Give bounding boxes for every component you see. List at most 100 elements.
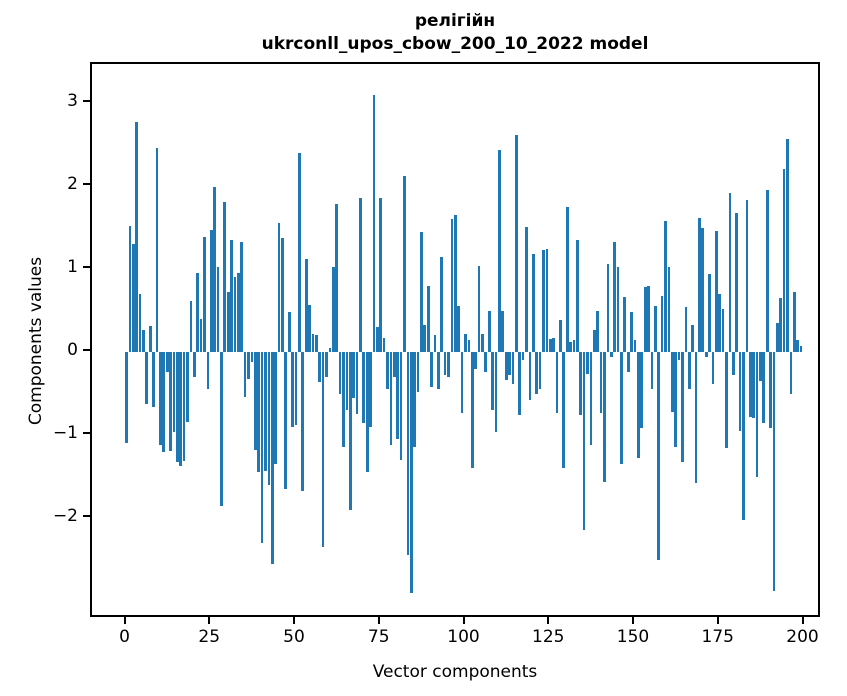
- bar: [748, 352, 752, 417]
- bar: [230, 239, 233, 352]
- bar: [640, 352, 644, 429]
- bar: [491, 352, 494, 411]
- bar: [623, 297, 627, 352]
- bar: [701, 227, 705, 352]
- bar: [762, 352, 766, 423]
- chart-title-word: релігійн: [414, 11, 496, 31]
- bar: [698, 217, 701, 352]
- bar: [345, 352, 349, 411]
- bar: [216, 267, 220, 352]
- chart-title-model: ukrconll_upos_cbow_200_10_2022 model: [261, 33, 649, 54]
- bar: [267, 352, 271, 485]
- bar: [135, 122, 138, 352]
- bar: [796, 339, 800, 352]
- bar: [576, 239, 579, 352]
- bar: [562, 352, 566, 469]
- bar: [128, 225, 132, 352]
- bar: [559, 320, 562, 352]
- y-tick-mark: [83, 183, 90, 185]
- bar: [474, 352, 477, 369]
- bar: [169, 352, 172, 451]
- bar: [650, 352, 654, 390]
- bar: [186, 352, 189, 422]
- bar: [145, 352, 149, 405]
- bar: [501, 311, 505, 352]
- bar: [779, 298, 783, 352]
- x-tick-label: 25: [198, 627, 221, 647]
- bar: [250, 352, 254, 362]
- bar: [247, 352, 250, 379]
- bar: [613, 241, 616, 352]
- bar: [742, 352, 745, 520]
- bar: [409, 352, 413, 593]
- bar: [331, 267, 335, 352]
- bar: [677, 352, 681, 361]
- bar: [338, 352, 342, 394]
- bar: [206, 352, 210, 390]
- bar: [545, 249, 549, 352]
- bar: [314, 335, 318, 352]
- bar: [264, 352, 267, 471]
- bar: [552, 337, 555, 352]
- bar: [365, 352, 369, 473]
- x-tick-label: 50: [283, 627, 305, 647]
- bar: [470, 352, 474, 469]
- bar: [579, 352, 583, 416]
- x-tick-mark: [377, 617, 380, 624]
- bar: [738, 352, 742, 431]
- bar: [348, 352, 352, 510]
- bar: [765, 190, 769, 352]
- bar: [657, 352, 661, 560]
- bar: [253, 352, 257, 450]
- bar: [799, 346, 803, 352]
- bar: [311, 333, 315, 352]
- bar: [189, 300, 193, 352]
- bar: [484, 352, 488, 372]
- bar: [233, 277, 237, 352]
- bar: [453, 215, 457, 352]
- bar: [664, 220, 667, 352]
- bar: [172, 352, 176, 432]
- bar: [599, 352, 603, 414]
- bar: [728, 193, 732, 352]
- bar: [715, 230, 718, 352]
- x-axis-label: Vector components: [372, 662, 538, 682]
- bar: [159, 352, 162, 445]
- bar: [667, 267, 671, 352]
- bar: [443, 352, 447, 376]
- bar: [776, 322, 779, 352]
- bar: [342, 352, 345, 448]
- bar: [620, 352, 623, 465]
- bar: [633, 340, 637, 352]
- x-tick-label: 200: [786, 627, 819, 647]
- bar: [155, 147, 159, 352]
- bar: [653, 305, 657, 352]
- bar: [209, 229, 213, 352]
- bar: [301, 352, 305, 491]
- bar: [440, 257, 444, 352]
- bar: [386, 352, 389, 390]
- bar: [542, 249, 545, 352]
- bar: [389, 352, 393, 445]
- bar: [399, 352, 403, 460]
- y-tick-label: 1: [67, 257, 78, 277]
- bar: [569, 342, 572, 352]
- bar: [396, 352, 400, 440]
- bar: [131, 244, 135, 352]
- bar: [647, 285, 650, 352]
- bar: [413, 352, 416, 448]
- bar: [162, 352, 166, 452]
- bar: [755, 352, 759, 478]
- bar: [223, 201, 227, 352]
- bar: [494, 352, 498, 432]
- x-tick-label: 75: [367, 627, 390, 647]
- bar: [687, 352, 691, 389]
- x-tick-mark: [716, 617, 719, 624]
- bar: [460, 352, 464, 414]
- y-tick-label: 2: [67, 174, 78, 194]
- bar: [192, 352, 196, 377]
- bar: [199, 318, 203, 352]
- bar: [287, 312, 291, 352]
- bar: [531, 254, 535, 352]
